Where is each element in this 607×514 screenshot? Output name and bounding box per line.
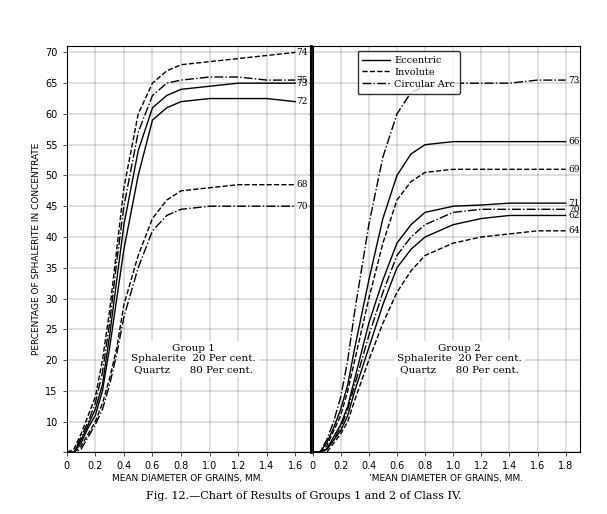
Text: Group 1
Sphalerite  20 Per cent.
Quartz      80 Per cent.: Group 1 Sphalerite 20 Per cent. Quartz 8… <box>131 344 256 374</box>
Text: 64: 64 <box>568 226 580 235</box>
Legend: Eccentric, Involute, Circular Arc: Eccentric, Involute, Circular Arc <box>358 51 460 94</box>
X-axis label: ’MEAN DIAMETER OF GRAINS, MM.: ’MEAN DIAMETER OF GRAINS, MM. <box>369 474 523 483</box>
Text: 70: 70 <box>568 205 580 214</box>
Text: 73: 73 <box>297 79 308 88</box>
Text: 71: 71 <box>568 198 580 208</box>
Y-axis label: PERCENTAGE OF SPHALERITE IN CONCENTRATE: PERCENTAGE OF SPHALERITE IN CONCENTRATE <box>32 143 41 356</box>
Text: 62: 62 <box>568 211 580 220</box>
Text: 74: 74 <box>297 48 308 57</box>
Text: 73: 73 <box>568 76 580 85</box>
Text: 75: 75 <box>297 76 308 85</box>
Text: 72: 72 <box>297 97 308 106</box>
Text: 70: 70 <box>297 201 308 211</box>
Text: Fig. 12.—Chart of Results of Groups 1 and 2 of Class IV.: Fig. 12.—Chart of Results of Groups 1 an… <box>146 490 461 501</box>
Text: 66: 66 <box>568 137 580 146</box>
X-axis label: MEAN DIAMETER OF GRAINS, MM.: MEAN DIAMETER OF GRAINS, MM. <box>112 474 264 483</box>
Text: 69: 69 <box>568 165 580 174</box>
Text: Group 2
Sphalerite  20 Per cent.
Quartz      80 Per cent.: Group 2 Sphalerite 20 Per cent. Quartz 8… <box>397 344 522 374</box>
Text: 68: 68 <box>297 180 308 189</box>
